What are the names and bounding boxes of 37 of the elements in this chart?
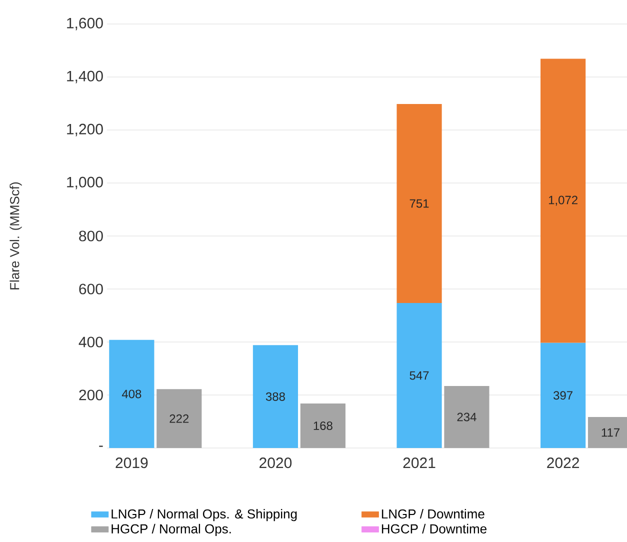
data-label: 1,072 [548,196,578,206]
bar [396,303,442,448]
data-label: 397 [554,391,572,400]
data-label: 408 [122,390,142,398]
data-label: 388 [266,392,285,401]
data-label: 117 [602,428,620,437]
bar [109,340,154,448]
legend-label: LNGP / Downtime [382,509,484,519]
y-axis-title: Flare Vol. (MMScf) [10,182,22,290]
y-tick-label: 1,400 [67,70,103,84]
bar [540,342,586,448]
data-label: 547 [410,371,429,380]
y-tick-label: 200 [79,390,103,400]
x-tick-label: 2022 [547,458,579,468]
y-tick-label: 1,000 [67,176,103,190]
bar [540,58,586,343]
x-tick-label: 2021 [403,458,436,468]
bar [252,345,298,448]
data-label: 751 [410,199,429,208]
y-tick-label: - [99,446,103,447]
bar [444,386,490,448]
bar [396,104,442,304]
data-label: 168 [314,421,332,430]
y-tick-label: 800 [79,230,103,242]
y-tick-label: 400 [78,336,103,348]
bar [156,389,202,448]
x-tick-label: 2020 [260,458,292,468]
x-tick-label: 2019 [116,458,148,468]
y-tick-label: 1,600 [67,18,103,30]
data-label: 222 [170,414,189,423]
legend-label: HGCP / Normal Ops. [112,524,231,536]
data-label: 234 [457,412,476,422]
legend-label: LNGP / Normal Ops. & Shipping [112,509,297,522]
bar [300,403,346,448]
legend-label: HGCP / Downtime [382,524,486,534]
y-tick-label: 1,200 [67,124,103,136]
y-tick-label: 600 [79,284,103,294]
